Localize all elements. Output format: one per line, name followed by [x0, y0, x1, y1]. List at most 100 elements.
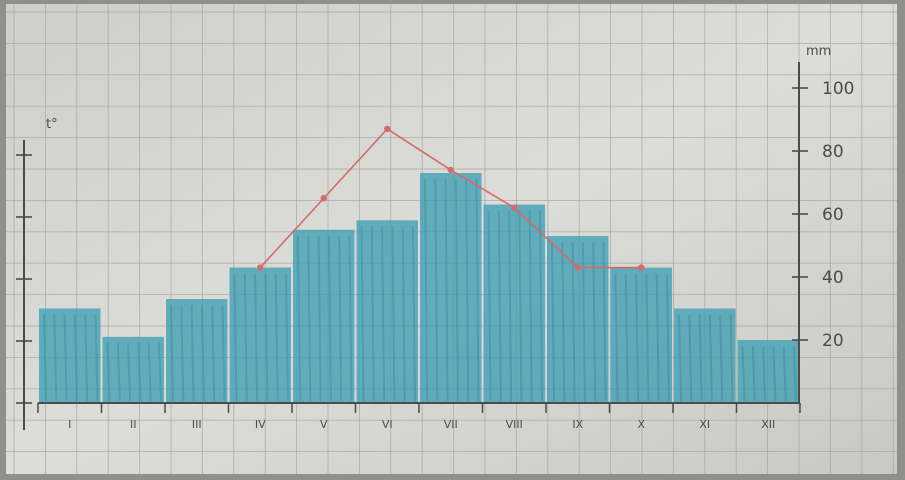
bar-shading: [508, 210, 513, 402]
bar-shading: [729, 314, 734, 402]
x-tick-label: XII: [761, 418, 775, 431]
bar-shading: [243, 273, 248, 402]
x-tick-label: XI: [699, 418, 710, 431]
bar-shading: [412, 226, 416, 402]
bar-shading: [73, 314, 78, 402]
bar-shading: [221, 305, 226, 402]
right-y-tick-label: 60: [822, 205, 844, 225]
right-axis-label: mm: [806, 44, 831, 59]
bar-shading: [581, 242, 586, 402]
x-tick-label: I: [68, 418, 71, 431]
line-point: [320, 195, 327, 202]
bar-shading: [424, 179, 428, 402]
bar-shading: [793, 345, 797, 402]
bar-shading: [666, 273, 670, 402]
bar-shading: [401, 226, 406, 402]
bar-shading: [391, 226, 396, 402]
bar-shading: [561, 242, 566, 402]
bar-shading: [327, 235, 332, 402]
bar-shading: [370, 226, 375, 402]
bar-shading: [127, 342, 132, 402]
line-point: [574, 264, 581, 271]
bar: [102, 336, 164, 403]
bar: [39, 308, 101, 403]
right-y-tick-label: 80: [822, 142, 844, 162]
bar-shading: [454, 179, 459, 402]
bar: [737, 340, 799, 403]
bar-shading: [200, 305, 205, 402]
bar: [610, 267, 672, 403]
bar-shading: [528, 210, 533, 402]
bar-shading: [348, 235, 353, 402]
bar-shading: [211, 305, 216, 402]
bar-shading: [317, 235, 322, 402]
bar-shading: [297, 235, 301, 402]
bar-shading: [614, 273, 619, 402]
line-point: [384, 125, 391, 133]
bar-shading: [655, 273, 660, 402]
axis-labels: t° mm: [46, 44, 831, 132]
x-tick-label: III: [192, 418, 202, 431]
right-y-tick-label: 40: [822, 268, 844, 288]
line-point: [447, 166, 454, 174]
bar-shading: [147, 342, 152, 402]
bar-shading: [635, 273, 640, 402]
bar-shading: [444, 179, 449, 402]
bar-shading: [762, 345, 767, 402]
x-tick-label: V: [320, 418, 328, 431]
bar-shading: [307, 235, 312, 402]
bar: [229, 267, 291, 403]
line-series: [257, 125, 645, 271]
right-y-tick-label: 100: [822, 79, 854, 99]
bar-shading: [84, 314, 89, 402]
bar-shading: [518, 210, 523, 402]
x-tick-label: IX: [572, 418, 583, 431]
bar-shading: [360, 226, 365, 402]
bar-shading: [571, 242, 576, 402]
bar-shading: [741, 345, 746, 402]
bar-shading: [698, 314, 703, 402]
bar-shading: [116, 342, 121, 402]
bar: [293, 229, 355, 403]
bar-shading: [708, 314, 713, 402]
bar-shading: [772, 345, 777, 402]
bar-shading: [782, 345, 787, 402]
line-point: [638, 264, 645, 271]
bar-shading: [497, 210, 502, 402]
bar-shading: [254, 273, 259, 402]
x-tick-label: VIII: [506, 418, 523, 431]
bar-shading: [53, 314, 58, 402]
bar-shading: [180, 305, 185, 402]
x-tick-label: VI: [382, 418, 393, 431]
bar-shading: [592, 242, 597, 402]
bar-shading: [233, 273, 238, 402]
bar-shading: [158, 342, 162, 402]
bar-shading: [170, 305, 174, 402]
x-tick-label: X: [637, 418, 645, 431]
bar-shading: [751, 345, 756, 402]
bar-series: [39, 173, 799, 403]
bar-shading: [94, 314, 99, 402]
bar-shading: [137, 342, 142, 402]
bar-shading: [338, 235, 343, 402]
bar-shading: [106, 342, 111, 402]
bar-shading: [274, 273, 279, 402]
bar-shading: [539, 210, 543, 402]
bar-shading: [475, 179, 480, 402]
left-axis-label: t°: [46, 117, 58, 132]
bar: [166, 299, 228, 403]
bar-shading: [190, 305, 195, 402]
bar-shading: [678, 314, 682, 402]
bar-shading: [264, 273, 269, 402]
bar-shading: [688, 314, 693, 402]
bar-shading: [602, 242, 607, 402]
bar: [356, 220, 418, 403]
bar: [674, 308, 736, 403]
bar-shading: [381, 226, 386, 402]
x-tick-label: II: [130, 418, 137, 431]
bar: [483, 204, 545, 403]
bar: [547, 236, 609, 403]
x-tick-label: VII: [444, 418, 458, 431]
